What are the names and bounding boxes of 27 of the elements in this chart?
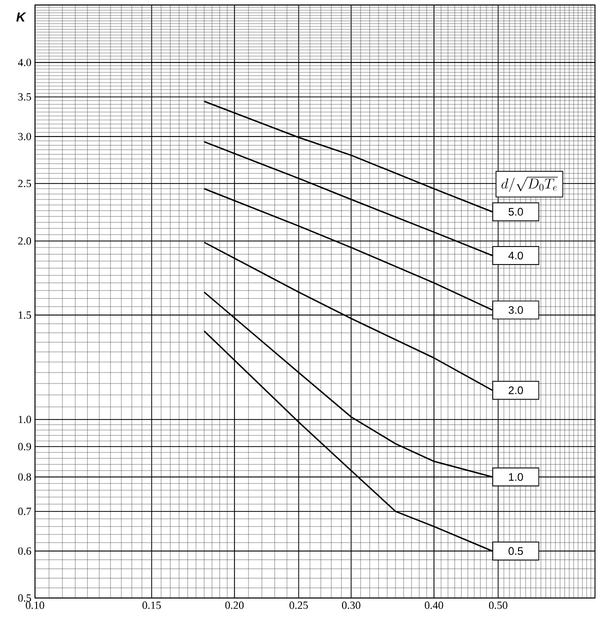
series-label: 0.5 [508, 547, 523, 555]
y-tick-label: 1.0 [18, 416, 32, 424]
y-tick-label: 0.5 [18, 594, 32, 602]
series-label: 4.0 [508, 252, 523, 260]
y-tick-label: 4.0 [18, 58, 32, 66]
x-tick-label: 0.20 [225, 602, 244, 609]
y-tick-label: 0.9 [18, 442, 32, 450]
series-label: 5.0 [508, 208, 523, 216]
y-tick-label: 0.7 [18, 508, 32, 516]
series-label: 3.0 [508, 306, 523, 314]
y-tick-label: 2.0 [18, 237, 32, 245]
y-tick-label: 3.5 [18, 93, 32, 101]
y-tick-label: 1.5 [18, 311, 32, 319]
x-tick-label: 0.10 [26, 602, 44, 609]
y-axis-title: K [16, 12, 26, 22]
x-tick-label: 0.50 [489, 602, 508, 609]
y-tick-label: 0.6 [18, 547, 32, 555]
x-tick-label: 0.25 [290, 602, 308, 609]
y-tick-label: 0.8 [18, 473, 32, 481]
series-label: 2.0 [508, 386, 523, 394]
x-tick-label: 0.30 [342, 602, 360, 609]
x-tick-label: 0.40 [424, 602, 444, 609]
y-tick-label: 2.5 [18, 180, 32, 188]
series-label: 1.0 [508, 473, 523, 481]
x-tick-label: 0.15 [142, 602, 161, 609]
y-tick-label: 3.0 [18, 132, 32, 140]
legend-title: $d / \sqrt{D_0 T_e}$ [502, 176, 558, 192]
